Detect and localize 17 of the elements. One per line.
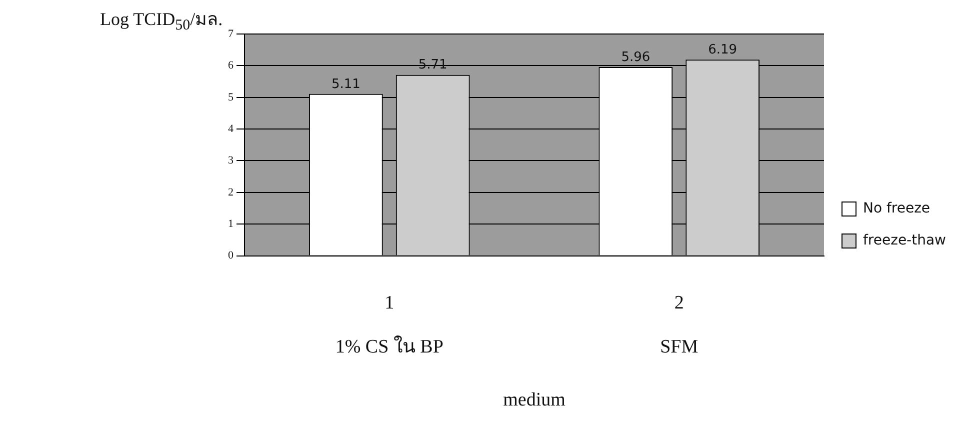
data-label: 6.19 — [708, 42, 738, 58]
y-tick-label: 3 — [228, 154, 234, 167]
data-label: 5.11 — [331, 76, 360, 92]
y-tick-label: 2 — [228, 186, 234, 198]
y-tick-label: 5 — [228, 91, 234, 104]
y-tick-label: 6 — [228, 60, 234, 72]
y-tick-label: 0 — [228, 250, 234, 262]
y-tick-label: 4 — [228, 122, 234, 135]
y-tick-label: 1 — [228, 218, 234, 230]
x-tick-label: 2 SFM — [660, 292, 698, 358]
y-axis-title: Log TCID$_{50}$/มล. — [100, 8, 223, 35]
data-label: 5.96 — [621, 50, 650, 65]
x-axis-title: medium — [503, 390, 566, 411]
legend-label: No freeze — [862, 200, 930, 217]
legend-label: freeze-thaw — [862, 232, 946, 249]
y-tick-label: 7 — [228, 28, 234, 40]
x-tick-label: 1 1% CS ใน BP — [335, 292, 444, 358]
